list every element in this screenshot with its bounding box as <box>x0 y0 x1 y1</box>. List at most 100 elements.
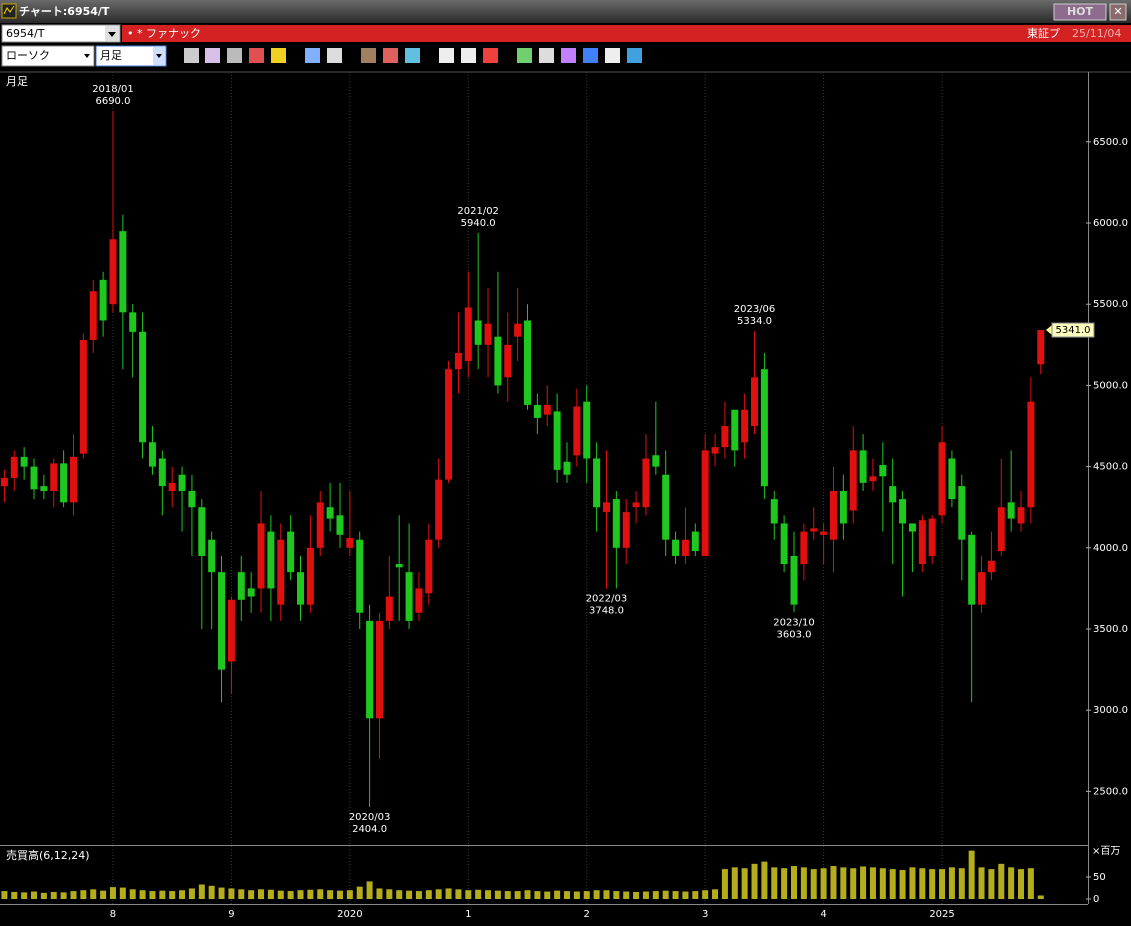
candle-body <box>514 323 522 337</box>
tool-icon[interactable] <box>605 48 620 63</box>
candle-body <box>484 323 492 345</box>
tool-icon[interactable] <box>305 48 320 63</box>
volume-bar <box>90 889 97 899</box>
candle-body <box>760 369 768 487</box>
annotation-value: 2404.0 <box>352 824 387 835</box>
candle-body <box>1027 401 1035 508</box>
candle-body <box>277 539 285 605</box>
tool-icon[interactable] <box>205 48 220 63</box>
candle-body <box>652 455 660 467</box>
tool-icon[interactable] <box>271 48 286 63</box>
tool-icon[interactable] <box>539 48 554 63</box>
candle-body <box>178 474 186 491</box>
code-input[interactable] <box>1 24 121 43</box>
candle-body <box>672 539 680 556</box>
tool-icon[interactable] <box>561 48 576 63</box>
tool-icon[interactable] <box>405 48 420 63</box>
close-button[interactable] <box>1109 3 1127 21</box>
tool-icon[interactable] <box>627 48 642 63</box>
volume-bar <box>31 891 38 899</box>
volume-bar <box>287 891 294 899</box>
annotation-date: 2023/06 <box>734 304 776 315</box>
candle-body <box>464 307 472 362</box>
style-select[interactable] <box>1 45 95 67</box>
candle-body <box>721 426 729 448</box>
candle-body <box>188 490 196 508</box>
candle-body <box>859 450 867 483</box>
candle-body <box>879 464 887 477</box>
dropdown-arrow <box>84 54 90 58</box>
volume-bar <box>346 890 353 899</box>
candle-body <box>810 528 818 532</box>
candle-body <box>790 555 798 605</box>
candle-body <box>139 331 147 443</box>
tool-icon[interactable] <box>249 48 264 63</box>
candle-body <box>0 477 8 487</box>
volume-bar <box>356 886 363 899</box>
tool-icon[interactable] <box>184 48 199 63</box>
candle-body <box>375 620 383 719</box>
volume-bar <box>850 868 857 899</box>
tool-icon[interactable] <box>483 48 498 63</box>
annotation-date: 2020/03 <box>349 812 391 823</box>
x-tick-label: 8 <box>110 909 116 920</box>
candle-body <box>336 515 344 535</box>
period-text: 月足 <box>100 49 122 62</box>
window-title: チャート:6954/T <box>19 5 110 18</box>
candle-body <box>987 560 995 573</box>
period-select[interactable] <box>95 45 167 67</box>
volume-bar <box>583 891 590 899</box>
volume-bar <box>70 891 77 899</box>
candle-body <box>642 458 650 508</box>
candle-body <box>385 596 393 621</box>
candle-body <box>662 474 670 540</box>
stock-name: • * ファナック <box>127 27 201 40</box>
tool-icon[interactable] <box>461 48 476 63</box>
volume-bar <box>968 850 975 899</box>
tool-icon[interactable] <box>361 48 376 63</box>
candle-body <box>208 539 216 573</box>
volume-bar <box>800 867 807 899</box>
hot-button[interactable] <box>1053 3 1107 21</box>
candle-body <box>1017 507 1025 524</box>
volume-bar <box>613 891 620 899</box>
candle-body <box>918 520 926 565</box>
candle-body <box>869 476 877 482</box>
candle-body <box>198 507 206 556</box>
candle-body <box>69 456 77 503</box>
dropdown-arrow <box>108 32 116 37</box>
hot-label: HOT <box>1067 5 1094 18</box>
tool-icon[interactable] <box>439 48 454 63</box>
candle-body <box>346 538 354 548</box>
candle-body <box>287 531 295 573</box>
volume-bar <box>652 891 659 899</box>
volume-bar <box>119 887 126 899</box>
candle-body <box>316 502 324 548</box>
volume-bar <box>603 890 610 899</box>
candle-body <box>829 490 837 540</box>
candle-body <box>741 409 749 443</box>
volume-bar <box>366 881 373 899</box>
volume-bar <box>702 890 709 899</box>
volume-bar <box>998 863 1005 899</box>
tool-icon[interactable] <box>327 48 342 63</box>
candle-body <box>89 291 97 340</box>
candle-body <box>889 486 897 503</box>
volume-bar <box>662 890 669 899</box>
date: 25/11/04 <box>1072 27 1121 40</box>
tool-icon[interactable] <box>583 48 598 63</box>
volume-bar <box>869 867 876 899</box>
volume-bar <box>267 889 274 899</box>
annotation-value: 3748.0 <box>589 606 624 617</box>
tool-icon[interactable] <box>227 48 242 63</box>
tool-icon[interactable] <box>517 48 532 63</box>
candle-body <box>899 499 907 524</box>
panel-label: 月足 <box>6 75 28 88</box>
candle-body <box>148 442 156 467</box>
candle-body <box>306 547 314 605</box>
volume-bar <box>21 892 28 899</box>
candle-body <box>129 312 137 332</box>
candle-body <box>978 572 986 605</box>
tool-icon[interactable] <box>383 48 398 63</box>
